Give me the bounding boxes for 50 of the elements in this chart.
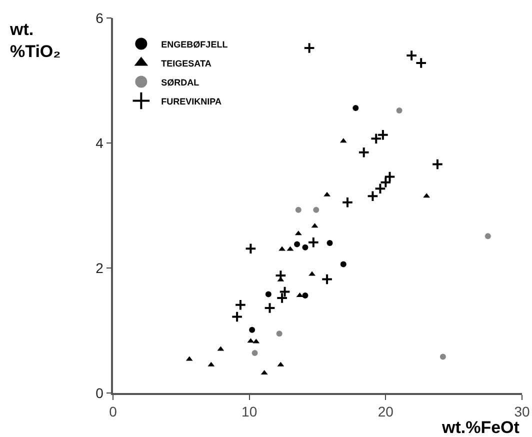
y-tick-label: 4 (96, 134, 104, 151)
x-axis-title: wt.%FeOt (441, 418, 520, 437)
point (396, 108, 402, 114)
point (231, 310, 243, 323)
point (302, 244, 308, 250)
legend-label: ENGEBØFJELL (161, 39, 228, 50)
legend-label: SØRDAL (161, 77, 200, 88)
point (358, 146, 370, 158)
point (352, 105, 359, 111)
point (313, 206, 320, 213)
point (377, 128, 389, 141)
point (324, 192, 330, 196)
point (374, 182, 386, 195)
point (406, 50, 418, 62)
point (366, 190, 379, 202)
point (249, 326, 256, 333)
point (303, 42, 316, 54)
point (265, 291, 272, 298)
point (370, 132, 382, 145)
point (264, 302, 276, 314)
point (484, 233, 491, 240)
x-tick-label: 10 (242, 404, 258, 420)
point (326, 240, 333, 246)
point (342, 196, 354, 208)
x-tick-label: 30 (514, 404, 530, 420)
point (302, 292, 308, 298)
point (234, 298, 246, 311)
y-tick-label: 2 (96, 260, 104, 276)
point (276, 292, 288, 304)
x-tick-label: 0 (109, 404, 118, 420)
point (340, 261, 346, 268)
point (252, 350, 258, 356)
point (440, 354, 446, 360)
point (321, 273, 333, 286)
point (380, 176, 392, 188)
x-tick-label: 20 (378, 404, 394, 420)
point (308, 236, 320, 248)
point (295, 206, 302, 213)
legend-label: TEIGESATA (161, 58, 212, 68)
y-axis-title: wt. %TiO₂ (9, 20, 61, 62)
point (415, 57, 428, 69)
y-tick-label: 0 (96, 384, 104, 401)
point (244, 242, 257, 255)
point (278, 286, 291, 298)
point (432, 158, 444, 170)
point (384, 170, 396, 183)
y-tick-label: 6 (96, 10, 104, 26)
legend-label: FUREVIKNIPA (161, 96, 222, 106)
point (276, 330, 282, 337)
point (294, 241, 300, 248)
